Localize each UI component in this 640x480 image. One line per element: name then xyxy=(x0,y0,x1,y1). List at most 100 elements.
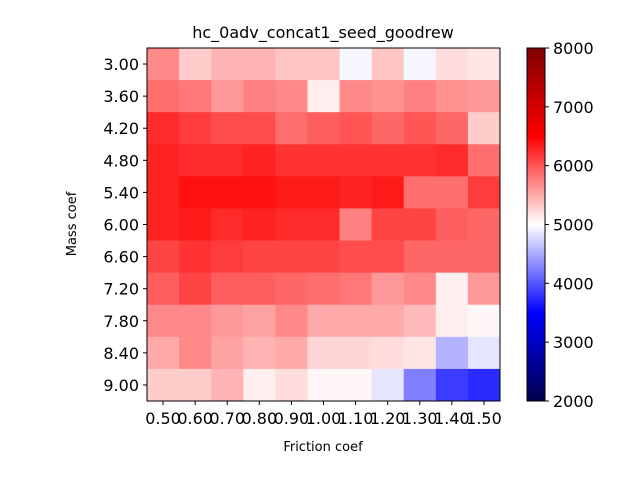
heatmap-cell xyxy=(147,208,180,241)
x-tick-label: 0.70 xyxy=(209,409,245,428)
y-tick-label: 4.20 xyxy=(103,119,139,138)
heatmap-cell xyxy=(275,240,308,274)
heatmap-cell xyxy=(467,176,501,209)
heatmap-cell xyxy=(147,336,180,370)
y-axis-label: Mass coef xyxy=(65,191,80,256)
heatmap-cell xyxy=(435,48,469,81)
heatmap-cell xyxy=(179,368,212,402)
heatmap-cell xyxy=(435,176,469,209)
heatmap-cell xyxy=(403,336,437,370)
heatmap-cell xyxy=(339,272,373,306)
y-tick-label: 9.00 xyxy=(103,376,139,395)
heatmap-cell xyxy=(467,368,501,402)
heatmap-cell xyxy=(179,112,212,145)
colorbar-tick-label: 8000 xyxy=(553,39,594,58)
heatmap-cell xyxy=(147,272,180,306)
heatmap-cell xyxy=(307,48,340,81)
heatmap-cell xyxy=(435,304,469,338)
heatmap-cell xyxy=(435,240,469,274)
heatmap-cell xyxy=(147,304,180,338)
heatmap-cell xyxy=(243,112,276,145)
heatmap-cell xyxy=(371,368,405,402)
heatmap-cell xyxy=(371,336,405,370)
heatmap-cell xyxy=(371,144,405,177)
heatmap-cell xyxy=(275,48,308,81)
heatmap-cell xyxy=(403,176,437,209)
y-tick-label: 5.40 xyxy=(103,183,139,202)
heatmap-cell xyxy=(147,368,180,402)
heatmap-cell xyxy=(371,304,405,338)
heatmap-cell xyxy=(179,304,212,338)
heatmap-cell xyxy=(307,240,340,274)
heatmap-cell xyxy=(275,368,308,402)
heatmap-cell xyxy=(147,112,180,145)
heatmap-cell xyxy=(243,368,276,402)
heatmap-cell xyxy=(147,176,180,209)
heatmap-cell xyxy=(275,112,308,145)
x-tick-label: 0.50 xyxy=(145,409,181,428)
heatmap-cell xyxy=(403,304,437,338)
heatmap-cell xyxy=(339,240,373,274)
heatmap-cells xyxy=(147,48,501,402)
heatmap-cell xyxy=(403,368,437,402)
heatmap-cell xyxy=(307,176,340,209)
heatmap-cell xyxy=(275,176,308,209)
heatmap-cell xyxy=(339,144,373,177)
heatmap-cell xyxy=(371,112,405,145)
heatmap-cell xyxy=(371,48,405,81)
heatmap-cell xyxy=(243,208,276,241)
heatmap-cell xyxy=(147,240,180,274)
heatmap-cell xyxy=(243,240,276,274)
heatmap-cell xyxy=(211,144,244,177)
heatmap-cell xyxy=(211,208,244,241)
heatmap-cell xyxy=(211,272,244,306)
heatmap-cell xyxy=(467,272,501,306)
x-tick-label: 0.60 xyxy=(177,409,213,428)
heatmap-cell xyxy=(403,272,437,306)
heatmap-cell xyxy=(371,80,405,113)
heatmap-cell xyxy=(403,144,437,177)
heatmap-cell xyxy=(467,208,501,241)
heatmap-cell xyxy=(467,304,501,338)
y-tick-label: 4.80 xyxy=(103,151,139,170)
heatmap-cell xyxy=(339,304,373,338)
heatmap-cell xyxy=(275,272,308,306)
y-tick-label: 7.20 xyxy=(103,280,139,299)
heatmap-cell xyxy=(147,80,180,113)
heatmap-cell xyxy=(467,80,501,113)
colorbar-tick-label: 2000 xyxy=(553,392,594,411)
heatmap-cell xyxy=(211,368,244,402)
heatmap-cell xyxy=(179,240,212,274)
heatmap-cell xyxy=(179,272,212,306)
heatmap-cell xyxy=(307,144,340,177)
heatmap-cell xyxy=(243,80,276,113)
heatmap-cell xyxy=(339,208,373,241)
heatmap-cell xyxy=(403,48,437,81)
x-tick-label: 1.50 xyxy=(466,409,502,428)
heatmap-cell xyxy=(467,48,501,81)
heatmap-cell xyxy=(403,112,437,145)
heatmap-cell xyxy=(371,208,405,241)
heatmap-cell xyxy=(179,144,212,177)
heatmap-cell xyxy=(211,304,244,338)
heatmap-cell xyxy=(275,208,308,241)
heatmap-cell xyxy=(243,176,276,209)
heatmap-cell xyxy=(179,176,212,209)
heatmap-cell xyxy=(243,144,276,177)
heatmap-cell xyxy=(307,112,340,145)
heatmap-cell xyxy=(307,272,340,306)
heatmap-cell xyxy=(243,304,276,338)
heatmap-cell xyxy=(435,112,469,145)
x-tick-label: 1.30 xyxy=(402,409,438,428)
heatmap-cell xyxy=(307,368,340,402)
heatmap-cell xyxy=(211,176,244,209)
heatmap-cell xyxy=(275,336,308,370)
y-tick-label: 6.00 xyxy=(103,216,139,235)
heatmap-cell xyxy=(467,336,501,370)
heatmap-cell xyxy=(243,272,276,306)
heatmap-cell xyxy=(371,240,405,274)
heatmap-cell xyxy=(243,336,276,370)
heatmap-cell xyxy=(179,80,212,113)
heatmap-cell xyxy=(403,80,437,113)
